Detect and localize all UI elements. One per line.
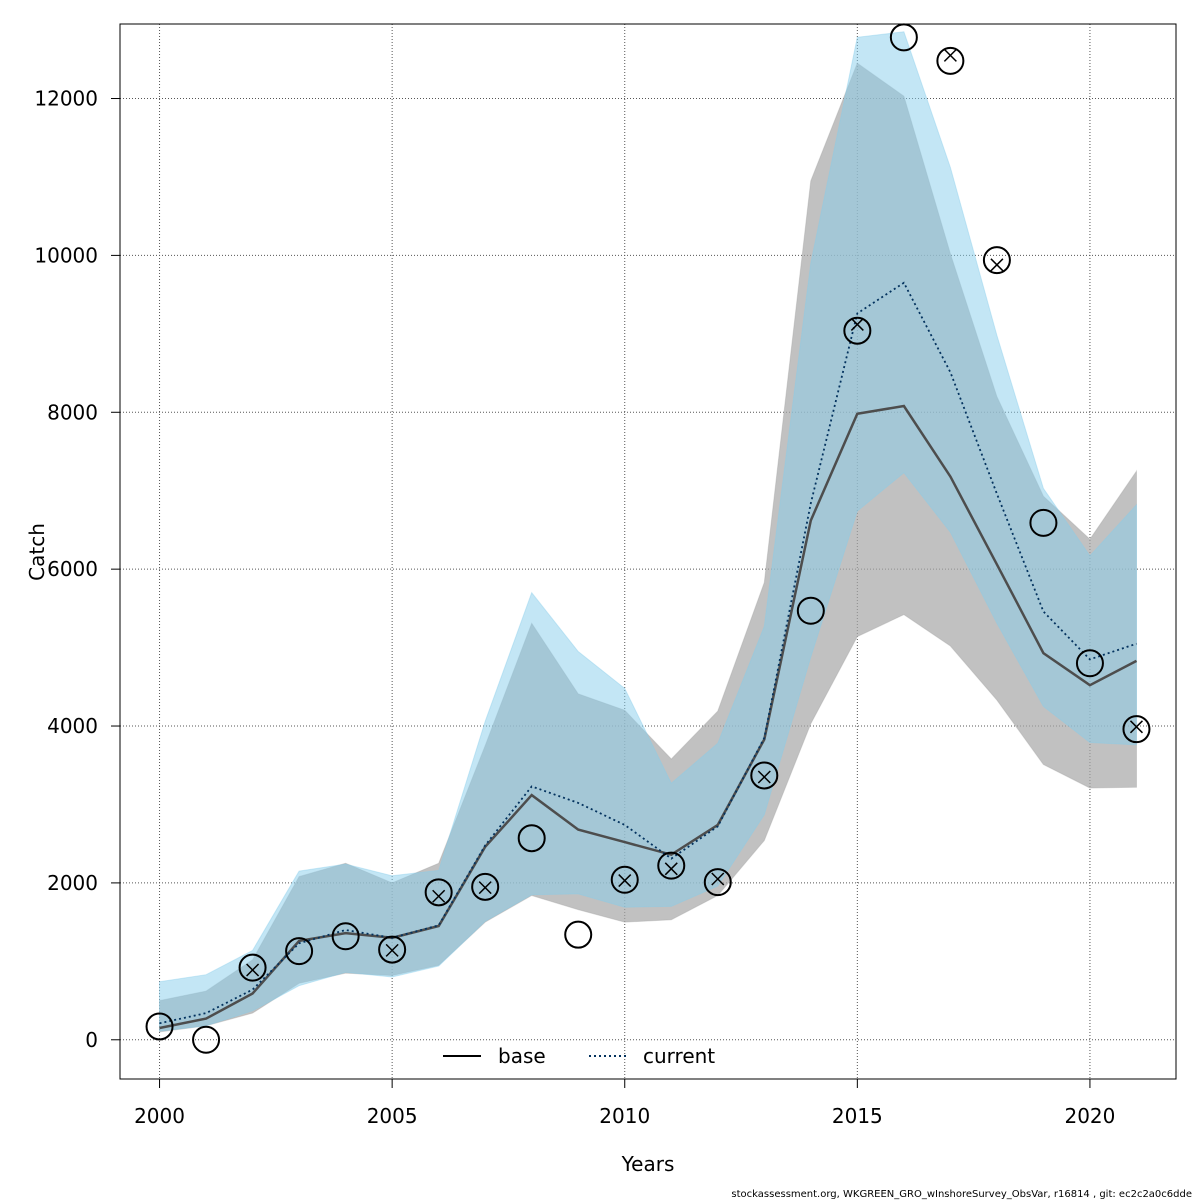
observation-circle [610, 865, 639, 894]
y-tick-label: 10000 [34, 243, 98, 267]
confidence-bands [159, 31, 1137, 1033]
x-tick-label: 2015 [832, 1104, 883, 1128]
plot-frame [119, 23, 1177, 1080]
observation-cross [757, 770, 771, 784]
observation-circle [1029, 508, 1058, 537]
observation-circle [843, 316, 872, 345]
y-axis-title: Catch [25, 523, 49, 581]
y-tick-label: 12000 [34, 87, 98, 111]
y-tick-label: 8000 [47, 400, 98, 424]
observation-circle [517, 824, 546, 853]
legend: base current [443, 1044, 715, 1068]
observation-circle [982, 246, 1011, 275]
y-tick-label: 6000 [47, 557, 98, 581]
observation-cross [850, 317, 864, 331]
y-tick-label: 4000 [47, 714, 98, 738]
x-tick-label: 2020 [1064, 1104, 1115, 1128]
x-axis: 2000 2005 2010 2015 2020 [134, 1079, 1115, 1128]
observation-circle [192, 1025, 221, 1054]
footer-credit: stockassessment.org, WKGREEN_GRO_wInshor… [731, 1189, 1192, 1200]
observation-circle [238, 953, 267, 982]
observation-circle [657, 851, 686, 880]
observation-circle [331, 922, 360, 951]
observation-circle [378, 935, 407, 964]
x-tick-label: 2000 [134, 1104, 185, 1128]
x-tick-label: 2005 [367, 1104, 418, 1128]
observation-cross [478, 881, 492, 895]
observation-cross [990, 258, 1004, 272]
observation-cross [618, 874, 632, 888]
series-lines [159, 281, 1138, 1030]
x-axis-title: Years [621, 1152, 675, 1176]
legend-current-label: current [643, 1044, 715, 1068]
observation-cross [711, 872, 725, 886]
observation-circle [285, 937, 314, 966]
line-current [159, 281, 1137, 1025]
observation-circle [703, 868, 732, 897]
observation-circle [564, 920, 593, 949]
legend-base-label: base [498, 1044, 546, 1068]
observation-points [145, 23, 1151, 1054]
observation-circle [750, 761, 779, 790]
observation-circle [1122, 715, 1151, 744]
observation-cross [943, 48, 957, 62]
observation-circle [936, 46, 965, 75]
y-tick-label: 0 [85, 1028, 98, 1052]
x-tick-label: 2010 [599, 1104, 650, 1128]
observation-cross [1129, 720, 1143, 734]
observation-circle [471, 872, 500, 901]
observation-cross [432, 889, 446, 903]
observation-cross [385, 943, 399, 957]
y-axis: 0 2000 4000 6000 8000 10000 12000 [34, 87, 120, 1052]
observation-cross [246, 963, 260, 977]
y-tick-label: 2000 [47, 871, 98, 895]
observation-circle [1075, 649, 1104, 678]
line-base [159, 404, 1138, 1030]
observation-cross [664, 862, 678, 876]
observation-circle [796, 596, 825, 625]
observation-circle [145, 1012, 174, 1041]
observation-circle [424, 878, 453, 907]
band-current [159, 31, 1137, 1032]
